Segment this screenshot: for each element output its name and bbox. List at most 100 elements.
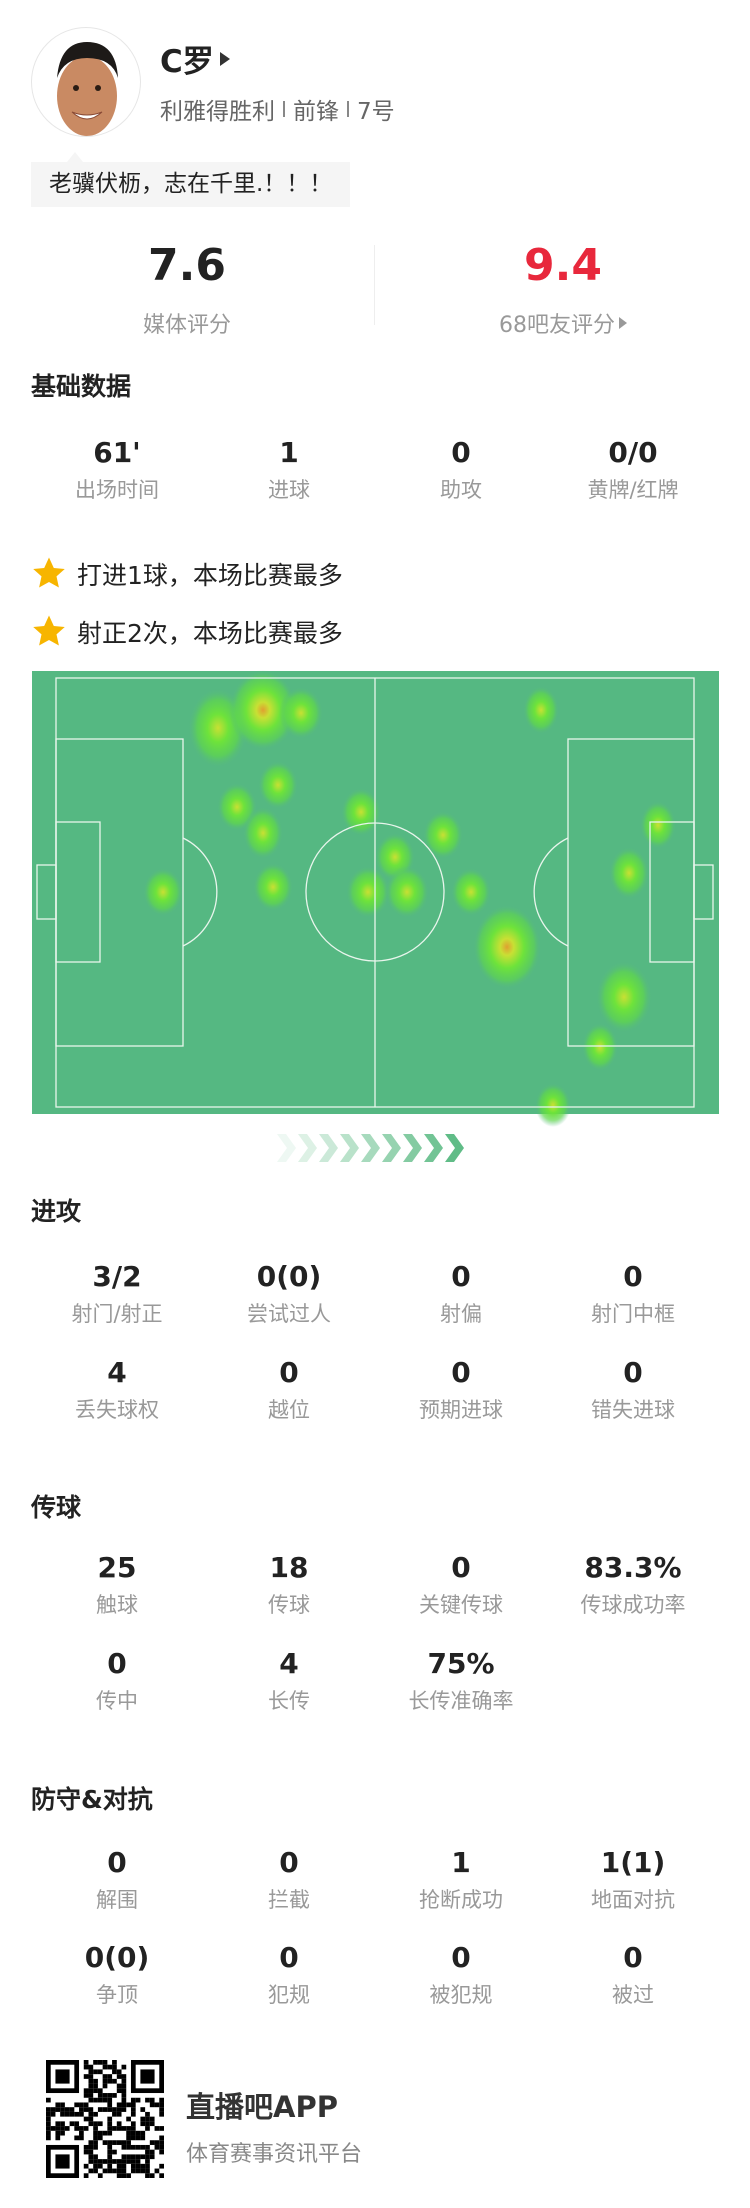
passing-stats: 25 触球 18 传球 0 关键传球 83.3% 传球成功率 0 传中 4 长传 75% 长传准确率	[31, 1549, 719, 1715]
app-tagline: 体育赛事资讯平台	[186, 2142, 363, 2167]
stat-value: 0	[107, 1647, 127, 1680]
app-name: 直播吧APP	[186, 2090, 338, 2124]
stat-label: 越位	[268, 1398, 310, 1422]
stat-value: 0(0)	[256, 1260, 322, 1293]
stat-label: 被过	[612, 1983, 654, 2007]
qr-code	[46, 2060, 164, 2178]
stat-value: 0/0	[608, 436, 658, 469]
divider	[283, 101, 285, 117]
stat-label: 丢失球权	[75, 1398, 159, 1422]
stat-item: 0/0 黄牌/红牌	[547, 434, 719, 504]
stat-value: 0	[623, 1941, 643, 1974]
stat-value: 18	[269, 1551, 309, 1584]
stat-item: 0 犯规	[203, 1939, 375, 2009]
media-rating-label: 媒体评分	[142, 313, 231, 338]
stat-value: 83.3%	[584, 1551, 682, 1584]
basic-stats: 61' 出场时间 1 进球 0 助攻 0/0 黄牌/红牌	[31, 434, 719, 504]
heat-spot	[640, 801, 676, 849]
attack-title: 进攻	[31, 1197, 82, 1226]
heatmap-pitch	[32, 670, 719, 1162]
stat-label: 争顶	[96, 1983, 138, 2007]
stat-label: 犯规	[268, 1983, 310, 2007]
stat-label: 长传准确率	[408, 1689, 514, 1713]
stat-value: 0	[279, 1846, 299, 1879]
fan-rating[interactable]: 9.4 68吧友评分	[413, 240, 713, 339]
stat-item: 1 抢断成功	[375, 1844, 547, 1914]
media-rating-value: 7.6	[148, 240, 226, 291]
chevron-right-icon	[298, 1134, 317, 1162]
stat-item: 61' 出场时间	[31, 434, 203, 504]
stat-value: 1(1)	[600, 1846, 666, 1879]
stat-label: 射门/射正	[71, 1302, 163, 1326]
heat-spot	[341, 788, 381, 836]
heat-spot	[523, 686, 559, 734]
stat-item: 4 丢失球权	[31, 1354, 203, 1424]
stat-label: 拦截	[268, 1888, 310, 1912]
stat-label: 出场时间	[75, 478, 159, 502]
player-info: 利雅得胜利 前锋 7号	[160, 92, 395, 126]
stat-label: 尝试过人	[247, 1302, 331, 1326]
player-name-link[interactable]: C罗	[160, 36, 230, 81]
stat-value: 0	[451, 1356, 471, 1389]
heat-spot	[258, 761, 298, 809]
heat-spot	[143, 868, 183, 916]
player-name: C罗	[160, 44, 214, 80]
heat-spot	[229, 670, 297, 750]
heat-spot	[609, 847, 649, 899]
stat-value: 0	[279, 1941, 299, 1974]
heat-spot	[596, 961, 652, 1033]
attack-direction-arrows	[277, 1134, 464, 1162]
heat-spot	[535, 1083, 571, 1127]
stat-value: 0	[451, 1260, 471, 1293]
chevron-right-icon	[277, 1134, 296, 1162]
stat-label: 传球成功率	[580, 1593, 686, 1617]
caret-right-icon	[219, 51, 230, 66]
heat-spot	[346, 866, 390, 918]
stat-label: 黄牌/红牌	[587, 478, 679, 502]
stat-item: 0 越位	[203, 1354, 375, 1424]
chevron-right-icon	[361, 1134, 380, 1162]
fan-rating-value: 9.4	[524, 240, 602, 291]
stat-value: 25	[97, 1551, 137, 1584]
basic-stats-title: 基础数据	[31, 372, 132, 401]
player-avatar[interactable]	[31, 27, 141, 137]
fan-rating-label: 68吧友评分	[499, 313, 615, 338]
chevron-right-icon	[445, 1134, 464, 1162]
heat-spot	[279, 687, 323, 739]
stat-item: 1(1) 地面对抗	[547, 1844, 719, 1914]
stat-label: 进球	[268, 478, 310, 502]
highlight-text: 打进1球，本场比赛最多	[77, 561, 343, 590]
stat-value: 4	[279, 1647, 299, 1680]
heat-spot	[243, 807, 283, 859]
stat-label: 被犯规	[429, 1983, 493, 2007]
rating-divider	[374, 245, 375, 325]
stat-item: 0 传中	[31, 1645, 203, 1715]
stat-item: 0 射偏	[375, 1258, 547, 1328]
stat-label: 解围	[96, 1888, 138, 1912]
stat-label: 传中	[96, 1689, 138, 1713]
stat-item: 0 助攻	[375, 434, 547, 504]
stat-value: 1	[451, 1846, 471, 1879]
stat-value: 0(0)	[84, 1941, 150, 1974]
stat-label: 关键传球	[419, 1593, 503, 1617]
stat-item: 0 射门中框	[547, 1258, 719, 1328]
stat-value: 0	[107, 1846, 127, 1879]
caret-right-icon	[619, 317, 627, 329]
position: 前锋	[293, 99, 339, 125]
stat-item: 4 长传	[203, 1645, 375, 1715]
stat-item: 1 进球	[203, 434, 375, 504]
stat-item: 0 拦截	[203, 1844, 375, 1914]
highlight-text: 射正2次，本场比赛最多	[77, 619, 343, 648]
chevron-right-icon	[319, 1134, 338, 1162]
stat-label: 助攻	[440, 478, 482, 502]
stat-item: 75% 长传准确率	[375, 1645, 547, 1715]
stat-value: 0	[451, 1551, 471, 1584]
stat-value: 0	[451, 436, 471, 469]
stat-item: 0 预期进球	[375, 1354, 547, 1424]
stat-value: 0	[623, 1356, 643, 1389]
pitch-lines	[36, 677, 714, 1108]
stat-label: 地面对抗	[591, 1888, 675, 1912]
defense-stats: 0 解围 0 拦截 1 抢断成功 1(1) 地面对抗 0(0) 争顶 0 犯规 0 被犯规 0 被过	[31, 1844, 719, 2009]
highlight-row: 射正2次，本场比赛最多	[31, 614, 343, 650]
stat-label: 长传	[268, 1689, 310, 1713]
